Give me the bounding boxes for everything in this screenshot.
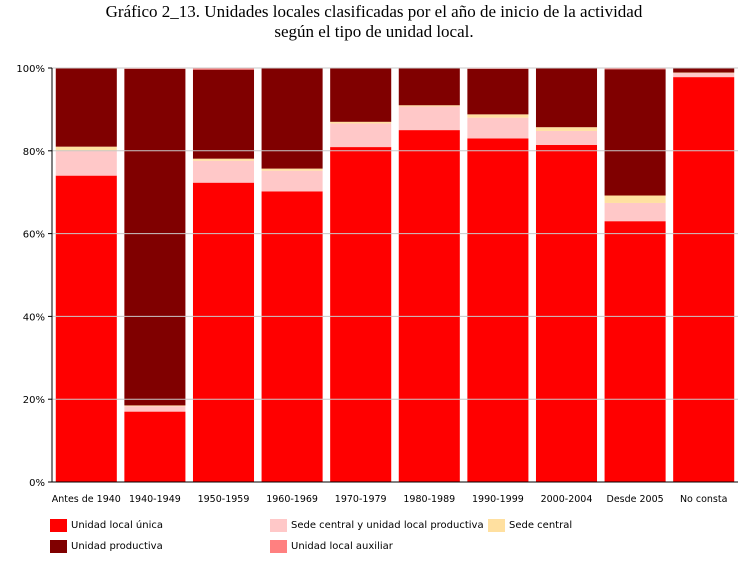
bar-segment — [261, 191, 323, 482]
x-tick-label: 1940-1949 — [129, 494, 181, 505]
x-tick-label: 1980-1989 — [403, 494, 455, 505]
bar-segment — [330, 123, 392, 148]
bar-segment — [261, 170, 323, 192]
bar-segment — [55, 175, 117, 482]
bar-segment — [192, 182, 255, 482]
chart-title-line-2: según el tipo de unidad local. — [274, 22, 474, 41]
bar-segment — [55, 146, 117, 151]
bar-segment — [124, 411, 186, 482]
y-tick-label: 60% — [23, 230, 45, 241]
x-tick-label: Antes de 1940 — [52, 494, 121, 505]
x-tick-label: 2000-2004 — [541, 494, 593, 505]
bar-segment — [55, 68, 117, 147]
x-tick-label: No consta — [680, 494, 728, 505]
bar-segment — [398, 106, 460, 131]
legend-label: Unidad productiva — [71, 541, 163, 552]
x-tick-label: 1950-1959 — [198, 494, 250, 505]
legend-swatch — [270, 540, 287, 553]
bar-segment — [398, 105, 460, 107]
x-tick-label: 1970-1979 — [335, 494, 387, 505]
bar-segment — [330, 121, 392, 124]
legend-label: Sede central — [509, 520, 573, 531]
chart-title: Gráfico 2_13. Unidades locales clasifica… — [0, 2, 748, 42]
x-tick-label: 1960-1969 — [266, 494, 318, 505]
bar-segment — [261, 168, 323, 171]
bar-segment — [535, 68, 598, 128]
legend-swatch — [50, 540, 67, 553]
legend-label: Unidad local única — [71, 520, 163, 531]
bar-segment — [124, 406, 186, 412]
y-tick-label: 80% — [23, 147, 45, 158]
bar-segment — [673, 72, 735, 78]
bar-segment — [604, 69, 666, 196]
bar-segment — [192, 158, 255, 161]
legend-label: Unidad local auxiliar — [291, 541, 393, 552]
chart-title-line-1: Gráfico 2_13. Unidades locales clasifica… — [105, 2, 643, 21]
legend-item: Unidad local auxiliar — [270, 540, 393, 553]
bar-segment — [330, 147, 392, 482]
bar-segment — [192, 68, 255, 70]
y-tick-label: 40% — [23, 312, 45, 323]
legend-item: Unidad productiva — [50, 540, 163, 553]
y-tick-label: 20% — [23, 395, 45, 406]
legend-swatch — [488, 519, 505, 532]
bar-segment — [535, 130, 598, 146]
bar-segment — [673, 68, 735, 73]
legend-label: Sede central y unidad local productiva — [291, 520, 484, 531]
bar-segment — [467, 114, 529, 118]
x-tick-label: Desde 2005 — [607, 494, 664, 505]
bar-segment — [604, 195, 666, 203]
bar-segment — [398, 130, 460, 482]
bar-segment — [604, 202, 666, 222]
bar-segment — [124, 405, 186, 407]
x-tick-label: 1990-1999 — [472, 494, 524, 505]
bar-segment — [604, 221, 666, 482]
bar-segment — [398, 68, 460, 106]
bar-segment — [261, 68, 323, 169]
legend-item: Sede central y unidad local productiva — [270, 519, 484, 532]
bar-segment — [673, 77, 735, 483]
legend-item: Sede central — [488, 519, 572, 532]
bar-segment — [55, 150, 117, 176]
bar-segment — [192, 69, 255, 159]
bar-segment — [330, 68, 392, 122]
bar-segment — [535, 145, 598, 482]
bar-segment — [467, 138, 529, 482]
bar-segment — [535, 127, 598, 131]
y-tick-label: 0% — [29, 478, 45, 489]
legend-swatch — [270, 519, 287, 532]
bar-segment — [604, 68, 666, 70]
bar-segment — [124, 68, 186, 406]
bar-segment — [467, 117, 529, 139]
legend-item: Unidad local única — [50, 519, 163, 532]
bar-segment — [192, 160, 255, 183]
bar-segment — [467, 68, 529, 115]
y-tick-label: 100% — [16, 64, 45, 75]
legend-swatch — [50, 519, 67, 532]
